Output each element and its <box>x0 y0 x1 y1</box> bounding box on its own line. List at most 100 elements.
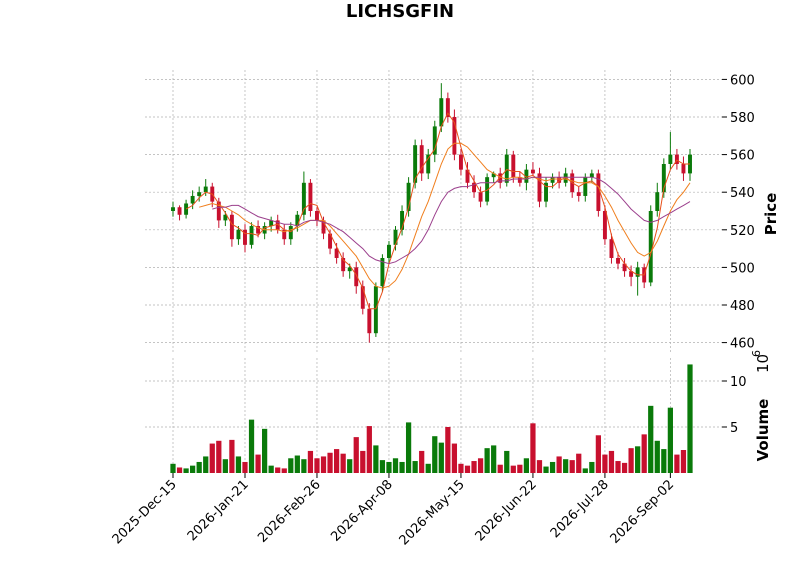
volume-bar <box>582 468 588 473</box>
candle-body <box>419 145 424 174</box>
x-tick-label: 2026-Feb-26 <box>255 477 324 546</box>
candle-body <box>609 239 614 258</box>
volume-axis-label: Volume <box>754 399 772 462</box>
moving-average-line <box>199 142 691 289</box>
y-tick-label: 540 <box>730 186 755 201</box>
candle-body <box>171 207 175 211</box>
candle-body <box>557 177 562 183</box>
candle-body <box>367 308 372 334</box>
candle-body <box>400 211 405 230</box>
volume-bar <box>523 458 530 473</box>
volume-bar <box>419 450 425 473</box>
chart-title: LICHSGFIN <box>346 1 454 22</box>
volume-bar <box>438 442 444 473</box>
candle-body <box>295 214 300 227</box>
volume-bar <box>275 467 281 473</box>
volume-bar <box>373 445 379 473</box>
volume-bar <box>549 461 556 473</box>
candle-body <box>674 154 679 164</box>
moving-average-line <box>212 176 691 265</box>
candle-body <box>589 173 594 178</box>
candle-body <box>256 226 261 234</box>
volume-bar <box>327 452 333 473</box>
candle-body <box>511 154 516 178</box>
candle-body <box>328 233 333 249</box>
candle-body <box>360 286 365 309</box>
candle-body <box>458 154 463 170</box>
candle-body <box>537 173 542 202</box>
volume-bar <box>386 461 392 473</box>
x-tick-label: 2026-Apr-08 <box>328 477 395 544</box>
volume-bar <box>497 464 503 473</box>
candle-body <box>406 182 411 211</box>
volume-bar <box>183 468 189 473</box>
candle-body <box>347 267 352 272</box>
candle-body <box>655 192 660 211</box>
volume-bar <box>569 460 575 473</box>
volume-bar <box>262 428 268 473</box>
candle-body <box>236 229 241 240</box>
volume-bar <box>556 456 562 473</box>
candle-body <box>602 211 607 240</box>
volume-bar <box>242 461 248 473</box>
candle-body <box>616 258 620 264</box>
volume-axis-exponent: 6 <box>750 350 763 357</box>
volume-bar <box>563 459 569 473</box>
volume-bar <box>360 450 366 473</box>
volume-bar <box>680 450 687 473</box>
volume-bar <box>320 456 327 473</box>
candle-body <box>472 182 477 193</box>
x-tick-label: 2026-Jun-22 <box>473 477 540 544</box>
candle-body <box>681 164 686 174</box>
candle-body <box>334 248 339 258</box>
volume-bar <box>621 462 628 473</box>
volume-tick-label: 10 <box>730 375 747 390</box>
volume-bar <box>445 427 451 473</box>
volume-bar <box>635 446 641 473</box>
volume-bar <box>484 448 490 473</box>
volume-bar <box>248 419 255 473</box>
x-tick-label: 2026-May-15 <box>397 477 468 548</box>
y-tick-label: 520 <box>730 224 755 239</box>
candle-body <box>517 177 522 183</box>
volume-bar <box>628 448 634 473</box>
candle-body <box>648 211 653 283</box>
candle-body <box>308 182 313 211</box>
volume-bar <box>268 465 274 473</box>
price-axis-label: Price <box>762 193 780 236</box>
candle-body <box>629 271 634 277</box>
candle-body <box>504 154 509 183</box>
candle-body <box>203 186 208 193</box>
candle-body <box>354 267 359 287</box>
volume-bar <box>543 466 549 473</box>
candle-body <box>668 154 673 164</box>
volume-bar <box>307 450 314 473</box>
candle-body <box>426 154 431 174</box>
x-tick-label: 2026-Sep-02 <box>608 477 678 547</box>
volume-bar <box>281 468 287 473</box>
volume-axis-multiplier: 10 <box>754 354 772 373</box>
candle-body <box>439 98 444 127</box>
y-tick-label: 600 <box>730 73 755 88</box>
candle-body <box>478 192 483 202</box>
y-tick-label: 480 <box>730 299 755 314</box>
volume-bar <box>615 461 621 473</box>
volume-bar <box>170 463 176 473</box>
y-tick-label: 460 <box>730 337 755 352</box>
volume-bar <box>477 458 484 473</box>
volume-bar <box>432 436 438 473</box>
volume-bar <box>216 440 222 473</box>
candle-body <box>465 169 470 183</box>
candle-body <box>498 173 503 183</box>
y-tick-label: 560 <box>730 149 755 164</box>
candle-body <box>373 286 378 334</box>
volume-bar <box>602 454 608 473</box>
volume-bar <box>294 455 300 473</box>
volume-bar <box>314 458 320 473</box>
candle-body <box>223 214 228 221</box>
volume-bar <box>203 456 209 473</box>
volume-bar <box>589 461 595 473</box>
volume-bar <box>648 405 654 473</box>
volume-bar <box>451 443 458 473</box>
